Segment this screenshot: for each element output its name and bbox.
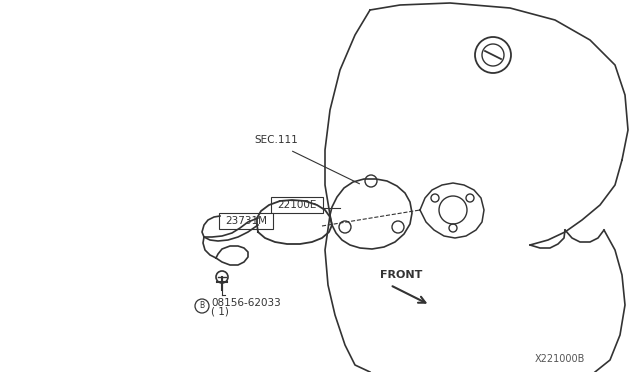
Text: X221000B: X221000B [535,354,586,364]
Text: 08156-62033: 08156-62033 [211,298,281,308]
Text: 22100E: 22100E [277,200,317,210]
FancyBboxPatch shape [219,213,273,229]
Text: 23731M: 23731M [225,216,267,226]
FancyBboxPatch shape [271,197,323,213]
Text: ( 1): ( 1) [211,307,229,317]
Text: B: B [200,301,205,311]
Text: FRONT: FRONT [380,270,422,280]
Text: SEC.111: SEC.111 [254,135,298,145]
